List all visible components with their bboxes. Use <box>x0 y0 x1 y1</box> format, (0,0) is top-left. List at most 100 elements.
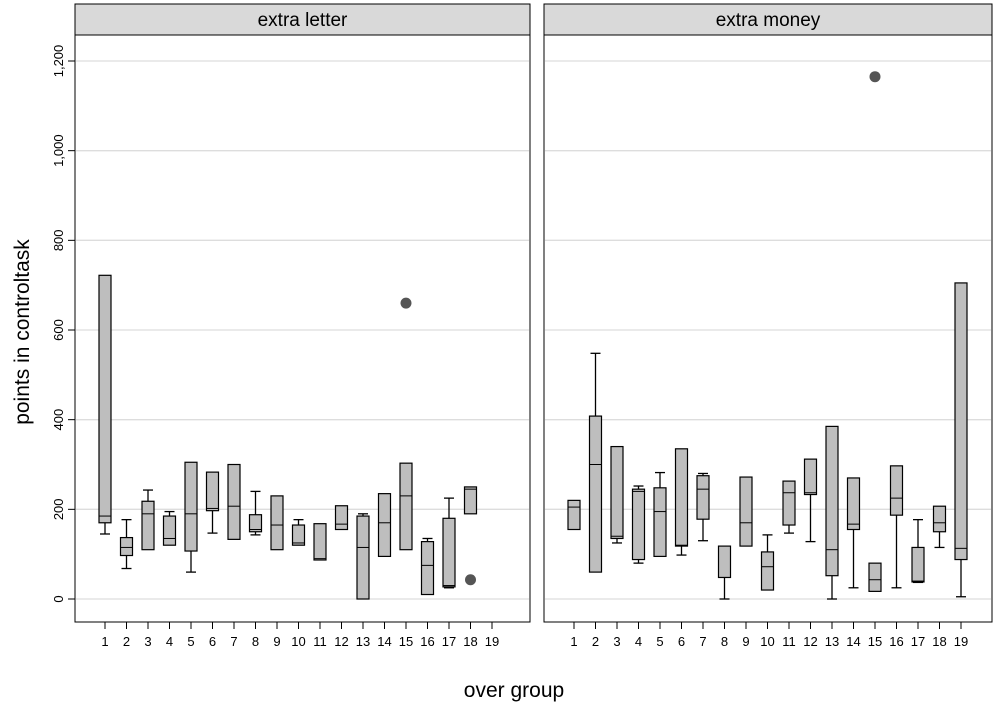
y-tick-label: 200 <box>51 498 66 520</box>
box-group-14 <box>846 477 861 589</box>
box <box>141 500 155 551</box>
box <box>313 523 327 561</box>
box <box>653 487 667 558</box>
box-group-10 <box>760 534 775 591</box>
y-tick-label: 1,000 <box>51 134 66 167</box>
box-group-3 <box>610 445 624 544</box>
x-tick-label: 12 <box>334 634 348 649</box>
box-group-8 <box>248 490 263 536</box>
box-group-19 <box>954 282 968 598</box>
x-tick-label: 2 <box>123 634 130 649</box>
x-tick-label: 6 <box>678 634 685 649</box>
box-group-5 <box>653 471 667 558</box>
box-group-18 <box>463 486 478 586</box>
box <box>567 499 581 531</box>
box <box>610 445 624 540</box>
box <box>399 462 413 551</box>
box-group-4 <box>631 485 646 564</box>
box-group-18 <box>932 505 947 549</box>
box-group-8 <box>717 545 732 600</box>
box <box>98 274 112 524</box>
x-tick-label: 18 <box>932 634 946 649</box>
x-tick-label: 1 <box>570 634 577 649</box>
x-axis-left: 1 2 3 4 5 6 7 8 9 10 11 12 13 14 15 16 17 18 19 <box>101 622 499 649</box>
box-group-4 <box>162 510 177 546</box>
box <box>588 415 603 573</box>
x-tick-label: 4 <box>166 634 173 649</box>
box-group-3 <box>141 489 155 551</box>
box-group-12 <box>803 458 818 543</box>
outlier-point <box>869 71 881 83</box>
x-axis-title: over group <box>464 679 564 702</box>
box <box>356 515 370 600</box>
box <box>760 551 775 591</box>
box <box>119 536 134 557</box>
box <box>954 282 968 561</box>
x-tick-label: 15 <box>868 634 882 649</box>
x-tick-label: 7 <box>230 634 237 649</box>
box-group-15 <box>868 71 882 592</box>
box <box>162 515 177 546</box>
x-tick-label: 8 <box>721 634 728 649</box>
box <box>227 463 241 540</box>
y-tick-label: 0 <box>51 595 66 602</box>
box <box>932 505 947 533</box>
boxes-right <box>567 71 968 600</box>
x-tick-label: 7 <box>699 634 706 649</box>
box <box>846 477 861 531</box>
box <box>739 476 753 547</box>
x-tick-label: 13 <box>356 634 370 649</box>
x-tick-label: 2 <box>592 634 599 649</box>
x-tick-label: 5 <box>187 634 194 649</box>
box-group-11 <box>782 480 796 534</box>
box <box>696 475 710 520</box>
box <box>420 541 435 596</box>
x-tick-label: 1 <box>101 634 108 649</box>
box-group-16 <box>420 537 435 596</box>
x-tick-label: 6 <box>209 634 216 649</box>
box-group-15 <box>399 297 413 551</box>
panel-right: extra money 1 2 3 4 5 6 7 8 9 10 11 12 13 14 15 16 17 18 1… <box>543 3 993 649</box>
box <box>889 465 904 516</box>
box-group-2 <box>119 518 134 570</box>
y-tick-label: 800 <box>51 229 66 251</box>
x-tick-label: 17 <box>911 634 925 649</box>
y-axis: 0 200 400 600 800 1,000 1,200 <box>51 45 75 603</box>
box-group-1 <box>567 499 581 531</box>
box-group-17 <box>911 518 925 584</box>
x-tick-label: 9 <box>273 634 280 649</box>
x-tick-label: 15 <box>399 634 413 649</box>
x-tick-label: 3 <box>613 634 620 649</box>
box-group-2 <box>588 352 603 573</box>
x-tick-label: 18 <box>463 634 477 649</box>
box <box>442 517 456 588</box>
y-axis-title: points in controltask <box>11 239 34 425</box>
box-group-14 <box>377 493 392 558</box>
box <box>717 545 732 579</box>
box-group-9 <box>270 495 284 551</box>
box <box>674 448 689 547</box>
strip-left <box>74 3 531 36</box>
box <box>825 425 839 577</box>
box <box>184 461 198 552</box>
box-group-6 <box>674 448 689 556</box>
x-tick-label: 14 <box>377 634 391 649</box>
box-group-13 <box>356 513 370 600</box>
x-tick-label: 3 <box>144 634 151 649</box>
panel-left: extra letter 1 2 3 4 5 6 7 8 9 10 11 12 13 14 15 16 17 18… <box>74 3 531 649</box>
box <box>868 562 882 592</box>
box-group-16 <box>889 465 904 589</box>
box <box>205 471 220 512</box>
x-tick-label: 10 <box>291 634 305 649</box>
x-tick-label: 16 <box>420 634 434 649</box>
box <box>248 514 263 533</box>
box <box>463 486 478 515</box>
box <box>911 546 925 583</box>
x-axis-right: 1 2 3 4 5 6 7 8 9 10 11 12 13 14 15 16 17 18 19 <box>570 622 968 649</box>
box-group-10 <box>291 518 306 546</box>
x-tick-label: 5 <box>656 634 663 649</box>
x-tick-label: 16 <box>889 634 903 649</box>
x-tick-label: 12 <box>803 634 817 649</box>
box-group-7 <box>227 463 241 540</box>
